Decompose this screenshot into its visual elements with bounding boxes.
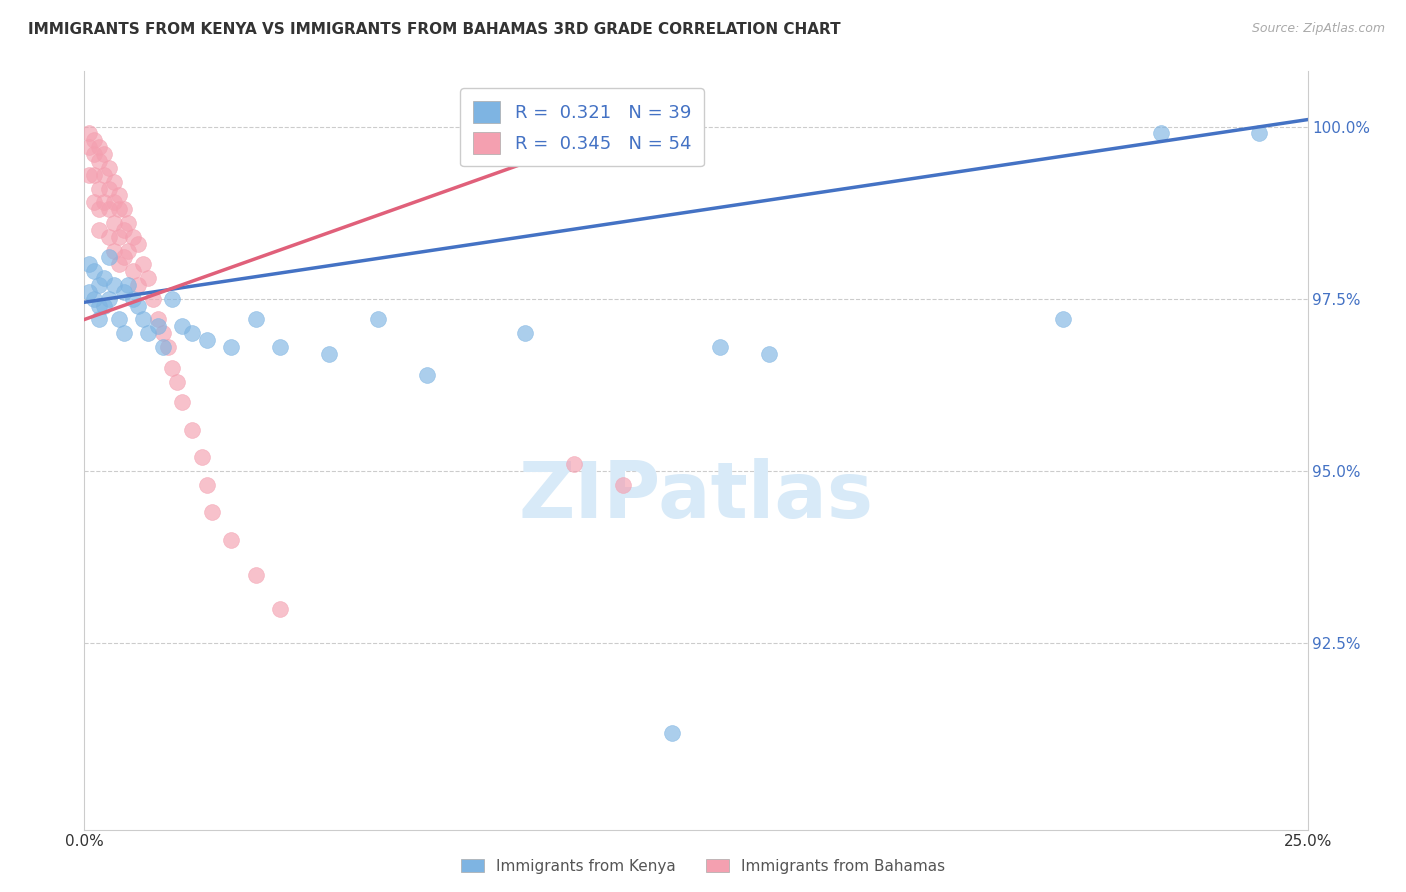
Point [83,168,105,182]
Point [117,216,139,230]
Point [219,533,242,547]
Point [136,326,159,341]
Point [122,264,145,278]
Point [93,195,115,210]
Point [245,312,267,326]
Point [166,375,188,389]
Point [77,285,100,299]
Point [112,285,135,299]
Point [152,326,174,341]
Point [97,229,120,244]
Point [103,244,125,258]
Text: IMMIGRANTS FROM KENYA VS IMMIGRANTS FROM BAHAMAS 3RD GRADE CORRELATION CHART: IMMIGRANTS FROM KENYA VS IMMIGRANTS FROM… [28,22,841,37]
Point [562,457,585,471]
Point [103,278,125,293]
Point [83,195,105,210]
Text: Source: ZipAtlas.com: Source: ZipAtlas.com [1251,22,1385,36]
Point [1247,127,1270,141]
Point [132,257,155,271]
Point [103,216,125,230]
Point [77,140,100,154]
Point [181,326,204,341]
Point [219,340,242,354]
Point [1052,312,1074,326]
Point [172,319,194,334]
Point [112,326,135,341]
Point [122,229,145,244]
Point [661,726,683,740]
Point [1150,127,1173,141]
Point [97,251,120,265]
Point [117,278,139,293]
Point [269,340,291,354]
Point [142,292,165,306]
Legend: R =  0.321   N = 39, R =  0.345   N = 54: R = 0.321 N = 39, R = 0.345 N = 54 [460,88,703,166]
Point [112,202,135,217]
Point [107,202,129,217]
Point [146,312,169,326]
Point [416,368,439,382]
Point [77,168,100,182]
Point [181,423,204,437]
Point [93,168,115,182]
Point [195,333,218,347]
Point [318,347,340,361]
Point [107,312,129,326]
Point [103,175,125,189]
Point [87,312,110,326]
Point [107,229,129,244]
Point [127,236,149,251]
Point [146,319,169,334]
Point [107,257,129,271]
Point [93,271,115,285]
Point [758,347,780,361]
Point [709,340,731,354]
Point [162,292,184,306]
Point [112,223,135,237]
Point [87,278,110,293]
Point [127,278,149,293]
Point [117,244,139,258]
Point [612,478,634,492]
Point [83,292,105,306]
Point [127,299,149,313]
Point [132,312,155,326]
Point [122,292,145,306]
Point [162,360,184,375]
Point [172,395,194,409]
Point [136,271,159,285]
Point [87,153,110,168]
Point [513,326,536,341]
Point [107,188,129,202]
Point [97,161,120,175]
Point [245,567,267,582]
Legend: Immigrants from Kenya, Immigrants from Bahamas: Immigrants from Kenya, Immigrants from B… [454,853,952,880]
Point [367,312,389,326]
Text: ZIPatlas: ZIPatlas [519,458,873,534]
Point [269,602,291,616]
Point [87,202,110,217]
Point [97,181,120,195]
Point [152,340,174,354]
Point [87,223,110,237]
Point [77,257,100,271]
Point [83,147,105,161]
Point [93,299,115,313]
Point [191,450,214,465]
Point [87,181,110,195]
Point [93,147,115,161]
Point [87,140,110,154]
Point [83,264,105,278]
Point [200,506,222,520]
Point [195,478,218,492]
Point [112,251,135,265]
Point [103,195,125,210]
Point [97,292,120,306]
Point [97,202,120,217]
Point [83,133,105,147]
Point [87,299,110,313]
Point [156,340,179,354]
Point [77,127,100,141]
